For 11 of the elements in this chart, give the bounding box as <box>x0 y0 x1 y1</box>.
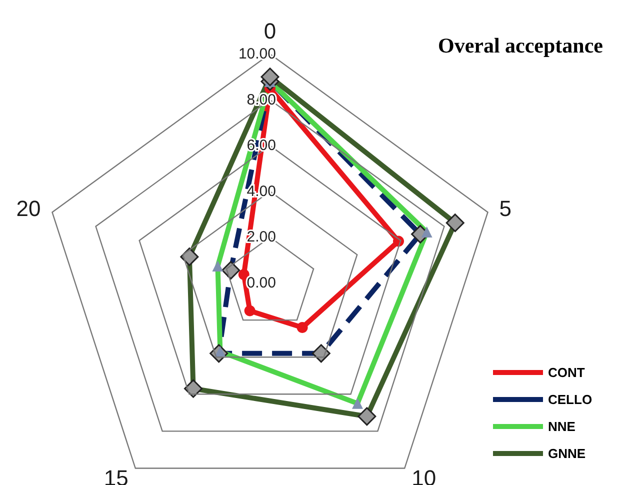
y-tick-label: 8.00 <box>246 91 276 108</box>
text: Overal acceptance <box>438 34 604 58</box>
spoke-label: 20 <box>16 196 41 222</box>
legend-label: CELLO <box>548 392 592 407</box>
spoke-label: 5 <box>499 196 512 222</box>
spoke-label: 0 <box>264 18 276 44</box>
y-tick-label: 6.00 <box>246 137 276 154</box>
legend-label: GNNE <box>548 446 586 461</box>
y-tick-label: 10.00 <box>238 46 276 62</box>
legend-label: CONT <box>548 365 585 380</box>
legend-label: NNE <box>548 419 576 434</box>
